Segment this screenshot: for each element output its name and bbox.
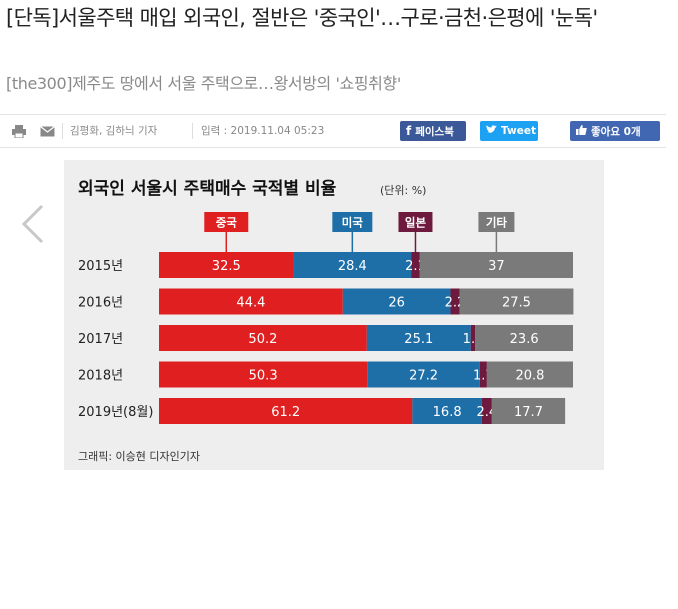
chevron-left-icon — [21, 204, 44, 244]
row-label-3: 2018년 — [78, 369, 123, 384]
legend-label-1: 미국 — [342, 216, 364, 230]
bar-3-0 — [419, 252, 573, 278]
bar-label-1-0: 28.4 — [338, 259, 367, 274]
like-button[interactable]: 좋아요 0개 — [570, 121, 660, 141]
bar-2-2 — [470, 325, 476, 351]
bar-0-3 — [159, 361, 368, 388]
bar-1-4 — [412, 398, 482, 424]
bar-1-3 — [367, 361, 480, 388]
bar-2-4 — [481, 398, 492, 424]
chart-title: 외국인 서울시 주택매수 국적별 비율 — [78, 179, 337, 199]
legend-box-1 — [332, 212, 373, 232]
bar-2-0 — [411, 252, 420, 278]
divider — [192, 123, 193, 139]
bar-2-1 — [450, 288, 460, 315]
previous-arrow[interactable] — [14, 202, 54, 246]
bar-2-3 — [479, 361, 487, 388]
bar-3-4 — [491, 398, 566, 424]
twitter-share-button[interactable]: Tweet — [480, 121, 538, 141]
like-label: 좋아요 0개 — [591, 125, 641, 138]
bar-0-4 — [159, 398, 413, 424]
facebook-share-button[interactable]: f 페이스북 — [400, 121, 466, 141]
bar-3-2 — [475, 325, 573, 351]
bar-label-0-3: 50.3 — [249, 369, 278, 384]
bar-label-3-0: 37 — [488, 259, 505, 274]
legend-label-0: 중국 — [216, 216, 238, 230]
bar-label-0-4: 61.2 — [271, 405, 300, 420]
bar-1-0 — [293, 252, 412, 278]
bar-label-3-4: 17.7 — [514, 405, 543, 420]
twitter-share-label: Tweet — [501, 125, 536, 137]
bar-label-0-0: 32.5 — [212, 259, 241, 274]
bar-label-3-1: 27.5 — [502, 296, 531, 311]
bar-label-1-3: 27.2 — [409, 369, 438, 384]
bar-label-1-1: 26 — [388, 296, 405, 311]
chart-svg: 외국인 서울시 주택매수 국적별 비율 (단위: %) 중국 미국 일본 기타 2015년 3… — [78, 179, 574, 463]
bar-0-1 — [159, 288, 343, 315]
legend-label-3: 기타 — [486, 216, 508, 230]
bar-3-3 — [486, 361, 573, 388]
legend-label-2: 일본 — [405, 216, 427, 230]
divider — [62, 123, 63, 139]
row-label-1: 2016년 — [78, 296, 123, 311]
row-label-2: 2017년 — [78, 332, 123, 347]
article-meta-bar: 김평화, 김하늬 기자 입력 : 2019.11.04 05:23 f 페이스북… — [0, 114, 666, 148]
thumbs-up-icon — [576, 124, 587, 138]
row-label-4: 2019년(8월) — [78, 405, 153, 420]
bar-label-3-2: 23.6 — [510, 332, 539, 347]
bar-label-0-2: 50.2 — [248, 332, 277, 347]
print-icon[interactable] — [6, 115, 32, 147]
article-subheadline: [the300]제주도 땅에서 서울 주택으로…왕서방의 '쇼핑취향' — [6, 74, 401, 93]
bar-0-0 — [159, 252, 294, 278]
chart-credit: 그래픽: 이승현 디자인기자 — [78, 450, 200, 463]
facebook-share-label: 페이스북 — [415, 125, 454, 138]
legend-box-2 — [398, 212, 433, 232]
bar-label-0-1: 44.4 — [236, 296, 265, 311]
article-author: 김평화, 김하늬 기자 — [70, 125, 158, 137]
legend-box-0 — [204, 212, 249, 232]
facebook-icon: f — [406, 124, 412, 138]
bar-3-1 — [459, 288, 574, 315]
bar-label-1-2: 25.1 — [404, 332, 433, 347]
bar-1-1 — [342, 288, 451, 315]
chart-unit: (단위: %) — [380, 184, 426, 197]
twitter-icon — [486, 125, 497, 137]
row-label-0: 2015년 — [78, 259, 123, 274]
article-date: 입력 : 2019.11.04 05:23 — [201, 125, 325, 137]
the300-watermark: the300 — [494, 558, 612, 609]
bar-0-2 — [159, 325, 367, 351]
legend-box-3 — [478, 212, 515, 232]
bar-label-1-4: 16.8 — [433, 405, 462, 420]
bar-label-3-3: 20.8 — [515, 369, 544, 384]
article-headline: [단독]서울주택 매입 외국인, 절반은 '중국인'…구로·금천·은평에 '눈독… — [6, 6, 598, 30]
email-icon[interactable] — [34, 115, 60, 147]
nationality-chart: 외국인 서울시 주택매수 국적별 비율 (단위: %) 중국 미국 일본 기타 2015년 3… — [64, 160, 612, 609]
bar-1-2 — [366, 325, 471, 351]
